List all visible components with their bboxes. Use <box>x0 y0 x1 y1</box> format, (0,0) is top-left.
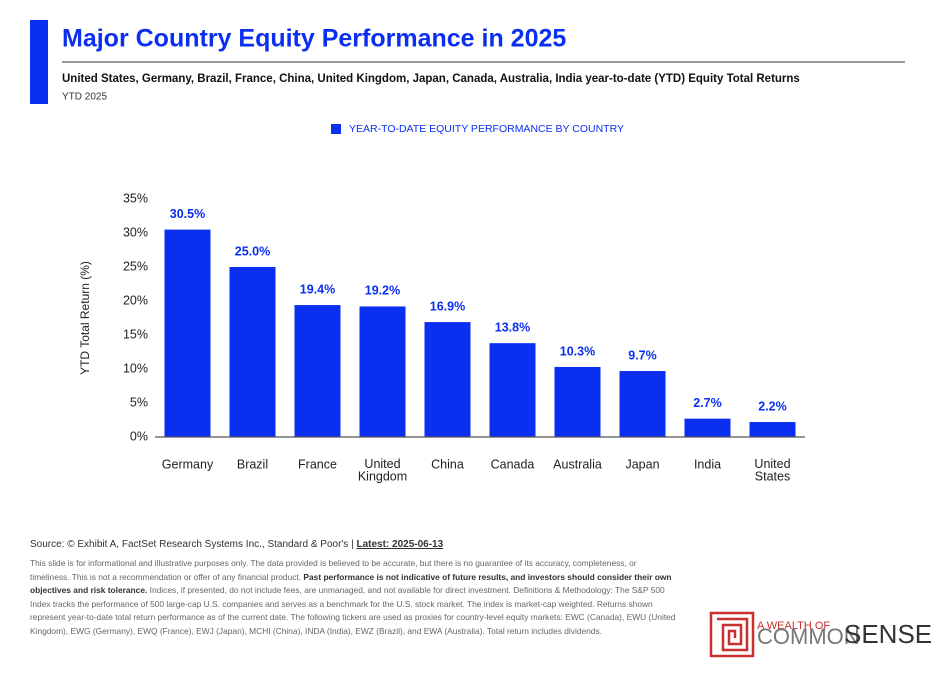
source: Source: © Exhibit A, FactSet Research Sy… <box>30 539 443 550</box>
disclaimer-text: Indices, if presented, do not include fe… <box>30 585 676 636</box>
bar <box>359 306 406 437</box>
x-tick-label-line: States <box>755 470 790 484</box>
subtitle: United States, Germany, Brazil, France, … <box>62 73 800 85</box>
x-tick-label-line: United <box>364 457 400 471</box>
value-label: 9.7% <box>628 348 657 362</box>
period: YTD 2025 <box>62 92 107 103</box>
value-label: 25.0% <box>235 244 270 258</box>
value-label: 2.7% <box>693 396 722 410</box>
bar <box>749 422 796 437</box>
value-label: 16.9% <box>430 299 465 313</box>
bar <box>489 343 536 437</box>
bar <box>554 366 601 437</box>
logo-frame <box>709 611 755 658</box>
bar <box>684 418 731 437</box>
legend-swatch <box>331 124 341 134</box>
x-tick-label: United Kingdom <box>358 457 407 484</box>
value-label: 19.4% <box>300 282 335 296</box>
logo-maze <box>717 617 749 652</box>
disclaimer-text: This slide is for informational and illu… <box>30 558 637 582</box>
x-tick-label: India <box>694 457 721 471</box>
x-tick-label: United States <box>754 457 790 484</box>
y-tick-label: 5% <box>130 395 148 409</box>
bar <box>619 371 666 437</box>
x-tick-label: Canada <box>491 457 535 471</box>
value-label: 10.3% <box>560 344 595 358</box>
y-tick-label: 0% <box>130 429 148 443</box>
x-tick-label: France <box>298 457 337 471</box>
y-tick-label: 15% <box>123 327 148 341</box>
accent-bar <box>30 20 48 104</box>
bar <box>294 305 341 437</box>
value-label: 2.2% <box>758 399 787 413</box>
y-tick-label: 30% <box>123 225 148 239</box>
x-tick-label: Brazil <box>237 457 268 471</box>
x-tick-label: Japan <box>625 457 659 471</box>
y-tick-label: 35% <box>123 191 148 205</box>
logo <box>709 611 755 658</box>
y-tick-label: 20% <box>123 293 148 307</box>
latest-date: Latest: 2025-06-13 <box>356 539 444 550</box>
source-text: Source: © Exhibit A, FactSet Research Sy… <box>30 539 357 550</box>
disclaimer-bold: Past performance is not indicative of fu… <box>30 571 672 596</box>
bar <box>424 322 471 437</box>
y-tick-label: 25% <box>123 259 148 273</box>
value-label: 13.8% <box>495 320 530 334</box>
logo-top: A WEALTH OF <box>757 620 830 632</box>
y-tick-label: 10% <box>123 361 148 375</box>
legend-label: YEAR-TO-DATE EQUITY PERFORMANCE BY COUNT… <box>349 123 624 135</box>
x-tick-label-line: United <box>754 457 790 471</box>
disclaimer: This slide is for informational and illu… <box>30 557 678 639</box>
chart-title: Major Country Equity Performance in 2025 <box>62 25 566 53</box>
x-tick-label-line: Kingdom <box>358 470 407 484</box>
value-label: 30.5% <box>170 207 205 221</box>
bar <box>164 229 211 437</box>
value-label: 19.2% <box>365 284 400 298</box>
x-tick-label: Australia <box>553 457 602 471</box>
x-tick-label: China <box>431 457 464 471</box>
logo-sense: SENSE <box>844 619 932 649</box>
x-tick-label: Germany <box>162 457 214 471</box>
bar <box>229 267 276 437</box>
y-axis-title: YTD Total Return (%) <box>78 261 92 375</box>
logo-common: COMMON <box>757 624 860 649</box>
